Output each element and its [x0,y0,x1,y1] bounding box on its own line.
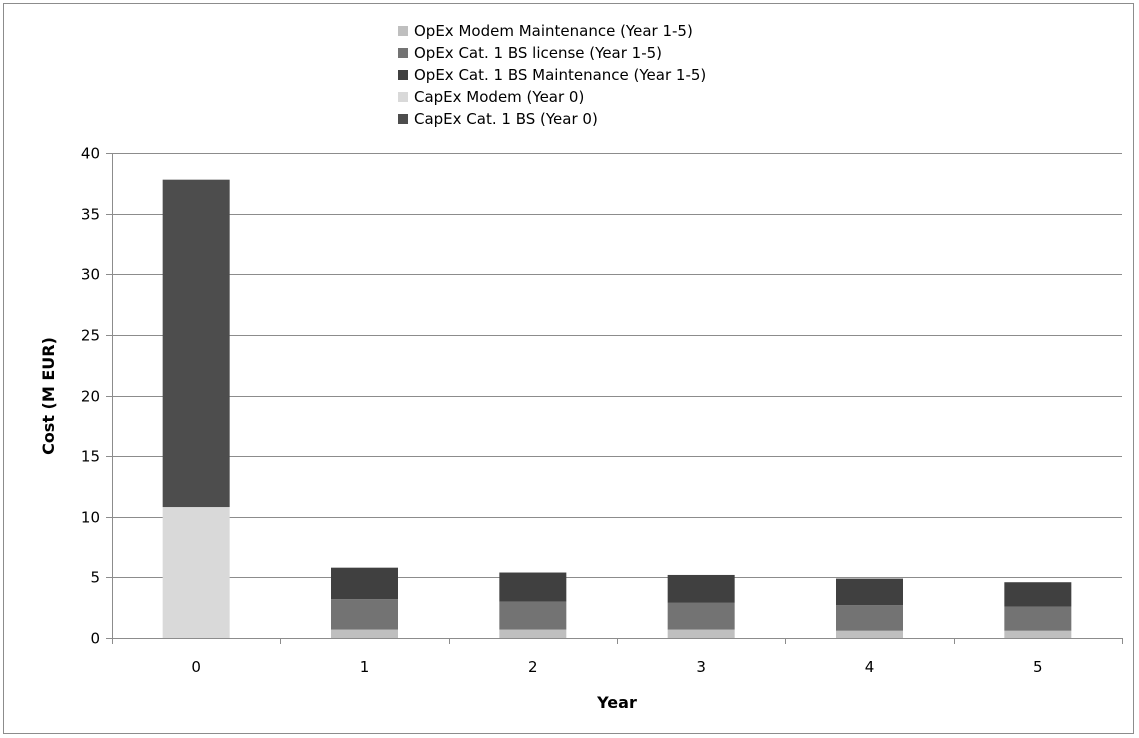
x-tick-label: 1 [360,658,370,676]
bar-segment [162,507,230,638]
legend-swatch [398,114,408,124]
bar-segment [667,602,735,630]
y-tick-label: 25 [81,327,100,345]
gridlines [112,153,1122,578]
bar-segment [667,574,735,603]
bar-segment [331,629,398,638]
bar-segment [1004,582,1072,607]
y-tick-label: 40 [81,145,100,163]
legend-swatch [398,70,408,80]
y-tick-label: 20 [81,388,100,406]
bar-segment [499,629,567,638]
x-tick-label: 0 [191,658,201,676]
legend-label: OpEx Modem Maintenance (Year 1-5) [414,22,693,40]
x-tick-label: 2 [528,658,538,676]
axes: 0 5 10 15 20 25 30 35 40 0 1 2 3 4 5 [81,145,1123,676]
y-axis-title: Cost (M EUR) [39,337,58,455]
bar-segment [836,605,903,631]
y-tick-label: 35 [81,206,100,224]
bar-segment [836,578,903,606]
y-tick-label: 5 [90,569,100,587]
bar-segment [499,572,567,602]
legend-label: CapEx Cat. 1 BS (Year 0) [414,110,598,128]
y-tick-label: 15 [81,448,100,466]
x-tick-label: 3 [696,658,706,676]
bar-segment [836,630,903,638]
legend-swatch [398,26,408,36]
bar-segment [1004,606,1072,631]
legend-label: CapEx Modem (Year 0) [414,88,584,106]
bars [162,179,1072,638]
bar-segment [667,629,735,638]
y-tick-label: 10 [81,509,100,527]
bar-segment [1004,630,1072,638]
x-tick-label: 4 [865,658,875,676]
x-axis-title: Year [596,693,637,712]
legend-swatch [398,48,408,58]
bar-segment [499,601,567,630]
bar-segment [331,567,398,600]
legend: OpEx Modem Maintenance (Year 1-5) OpEx Ca… [398,22,706,128]
y-tick-label: 30 [81,266,100,284]
bar-segment [162,179,230,508]
x-tick-label: 5 [1033,658,1043,676]
y-tick-label: 0 [90,630,100,648]
bar-segment [331,599,398,630]
legend-label: OpEx Cat. 1 BS Maintenance (Year 1-5) [414,66,706,84]
legend-label: OpEx Cat. 1 BS license (Year 1-5) [414,44,662,62]
legend-swatch [398,92,408,102]
